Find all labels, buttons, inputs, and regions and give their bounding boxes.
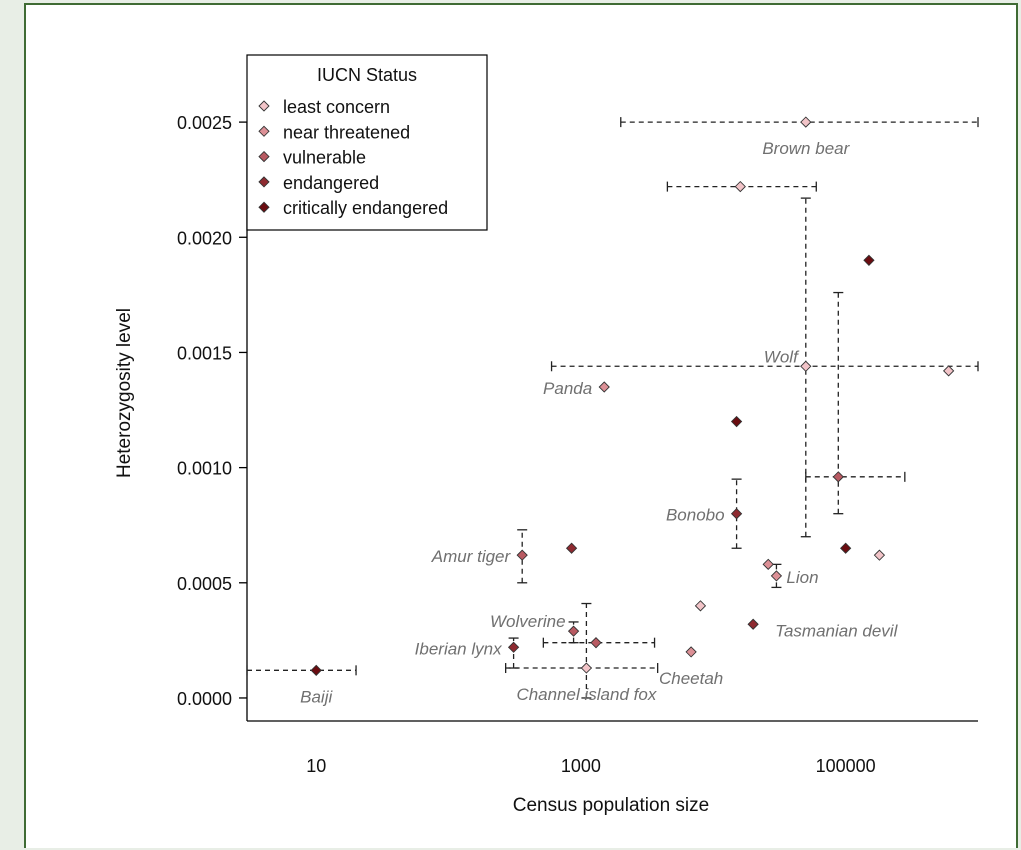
x-tick-label: 10 [306, 756, 326, 776]
data-point [800, 360, 812, 372]
point-label: Iberian lynx [415, 639, 502, 658]
data-point [942, 365, 955, 377]
scatter-plot: 0.0000 0.0005 0.0010 0.0015 0.0020 0.0025 10 10… [114, 54, 979, 816]
legend-marker [258, 125, 270, 137]
data-point [730, 508, 743, 520]
legend-label: near threatened [283, 122, 410, 142]
point-label: Bonobo [666, 506, 725, 525]
legend-label: least concern [283, 97, 390, 117]
point-label: Wolf [764, 347, 800, 366]
point-label: Wolverine [490, 612, 566, 631]
data-point [730, 415, 743, 428]
figure-frame: 0.0000 0.0005 0.0010 0.0015 0.0020 0.0025 10 10… [24, 3, 1018, 848]
point-label: Brown bear [762, 139, 850, 158]
point-label: Amur tiger [431, 547, 512, 566]
x-axis-title: Census population size [513, 795, 709, 816]
point-label: Channel island fox [516, 685, 656, 704]
y-tick-label: 0.0025 [177, 113, 232, 133]
data-point [832, 471, 844, 483]
data-point [800, 116, 812, 128]
data-point [873, 549, 886, 561]
x-tick-label: 1000 [561, 756, 601, 776]
data-point [580, 662, 593, 674]
x-tick-label: 100000 [816, 756, 876, 776]
legend-marker [258, 100, 270, 112]
data-point [734, 180, 746, 193]
point-labels: Brown bear Wolf Channel island fox Lion Pand… [300, 139, 898, 706]
y-axis-title: Heterozygosity level [114, 308, 135, 478]
data-point [694, 600, 707, 612]
y-tick-label: 0.0000 [177, 689, 232, 709]
legend-marker [258, 201, 270, 213]
y-tick-label: 0.0015 [177, 343, 232, 363]
data-point [310, 664, 322, 676]
data-point [516, 549, 528, 561]
legend-label: vulnerable [283, 148, 366, 168]
data-point [685, 646, 697, 658]
legend-box [246, 54, 488, 231]
legend: IUCN Status least concern near threatened… [246, 54, 488, 231]
data-point [507, 641, 520, 653]
legend-label: critically endangered [283, 198, 448, 218]
legend-title: IUCN Status [317, 65, 417, 85]
data-point [565, 542, 578, 554]
data-point [770, 570, 783, 582]
point-label: Lion [786, 568, 818, 587]
data-point [840, 542, 852, 554]
point-label: Cheetah [659, 669, 723, 688]
legend-label: endangered [283, 173, 379, 193]
legend-marker [258, 150, 270, 163]
data-point [863, 254, 875, 266]
data-point [567, 625, 580, 637]
data-point [598, 381, 610, 393]
y-tick-label: 0.0010 [177, 459, 232, 479]
legend-marker [258, 176, 270, 188]
point-label: Panda [543, 379, 592, 398]
data-point [762, 558, 774, 571]
data-points [310, 116, 955, 676]
axes: 0.0000 0.0005 0.0010 0.0015 0.0020 0.0025 10 10… [177, 113, 978, 776]
point-label: Tasmanian devil [775, 621, 898, 640]
y-tick-label: 0.0005 [177, 574, 232, 594]
data-point [747, 618, 759, 630]
point-label: Baiji [300, 687, 333, 706]
y-tick-label: 0.0020 [177, 228, 232, 248]
data-point [590, 637, 602, 649]
